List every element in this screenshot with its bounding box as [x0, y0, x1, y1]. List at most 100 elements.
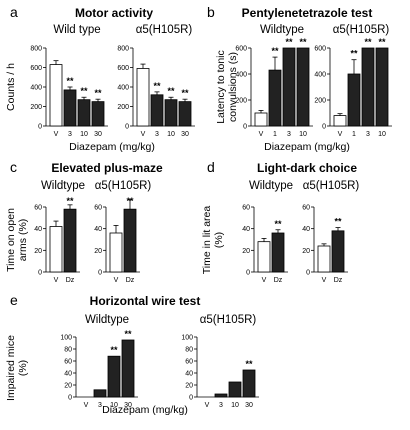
significance-b-1-2: **	[364, 37, 372, 47]
x-tick-label-b-1-0: V	[338, 131, 343, 138]
y-tick-label-c-1: 60	[94, 205, 102, 212]
bar-c-0-0	[49, 226, 63, 273]
bar-e-1-3	[242, 369, 256, 398]
bar-d-1-0	[317, 245, 331, 273]
x-tick-label-e-1-3: 30	[245, 402, 253, 409]
y-axis-label-c: Time on open	[5, 208, 17, 272]
x-axis-label-b: Diazepam (mg/kg)	[264, 141, 350, 153]
significance-e-0-3: **	[124, 329, 132, 339]
bar-e-1-1	[214, 393, 228, 398]
x-tick-label-c-0-0: V	[54, 277, 59, 284]
y-tick-label-b-1: 200	[314, 98, 326, 105]
y-tick-label-b-1: 0	[322, 124, 326, 131]
y-tick-label-b-0: 0	[243, 124, 247, 131]
significance-b-1-3: **	[378, 37, 386, 47]
panel-label-c: c	[10, 159, 17, 175]
bar-e-0-1	[93, 389, 107, 398]
x-tick-label-e-1-1: 3	[219, 402, 223, 409]
group-title-a-1: α5(H105R)	[136, 24, 193, 36]
x-tick-label-d-1-1: Dz	[334, 277, 343, 284]
y-tick-label-b-0: 400	[235, 72, 247, 79]
bar-a-0-1	[63, 89, 77, 127]
significance-b-0-1: **	[271, 46, 279, 56]
significance-b-0-2: **	[285, 37, 293, 47]
y-tick-label-a-0: 800	[30, 46, 42, 53]
bar-e-1-2	[228, 381, 242, 398]
x-tick-label-e-1-2: 10	[231, 402, 239, 409]
y-tick-label-d-1: 60	[302, 205, 310, 212]
x-tick-label-e-0-0: V	[84, 402, 89, 409]
x-tick-label-e-0-1: 3	[98, 402, 102, 409]
y-tick-label-b-0: 200	[235, 98, 247, 105]
y-tick-label-d-1: 0	[306, 270, 310, 277]
y-tick-label-a-0: 600	[30, 65, 42, 72]
significance-e-1-3: **	[245, 359, 253, 369]
y-tick-label-c-0: 40	[34, 226, 42, 233]
bar-a-0-3	[91, 101, 105, 127]
significance-b-1-1: **	[350, 49, 358, 59]
x-tick-label-b-0-3: 10	[299, 131, 307, 138]
bar-a-1-1	[150, 94, 164, 127]
bar-a-1-0	[136, 68, 150, 127]
group-title-e-1: α5(H105R)	[200, 314, 257, 326]
group-title-c-1: α5(H105R)	[95, 180, 152, 192]
y-tick-label-e-0: 100	[60, 335, 72, 342]
y-tick-label-e-1: 20	[185, 383, 193, 390]
bar-a-1-2	[164, 99, 178, 127]
significance-c-0-1: **	[66, 196, 74, 206]
bar-b-1-1	[347, 73, 361, 127]
significance-a-1-3: **	[181, 88, 189, 98]
y-tick-label-a-1: 0	[125, 124, 129, 131]
x-tick-label-b-1-2: 3	[366, 131, 370, 138]
y-tick-label-e-1: 40	[185, 371, 193, 378]
significance-a-1-2: **	[167, 86, 175, 96]
panel-title-e: Horizontal wire test	[90, 294, 201, 308]
y-tick-label-c-0: 20	[34, 248, 42, 255]
y-tick-label-a-0: 200	[30, 104, 42, 111]
x-tick-label-a-1-2: 10	[167, 131, 175, 138]
bar-b-0-1	[268, 69, 282, 127]
y-axis-label-d: Time in lit area	[201, 206, 213, 275]
bar-b-0-2	[282, 47, 296, 127]
y-tick-label-d-1: 20	[302, 248, 310, 255]
bar-b-1-3	[375, 47, 389, 127]
panel-label-a: a	[10, 4, 18, 20]
x-tick-label-c-1-1: Dz	[126, 277, 135, 284]
bar-b-1-2	[361, 47, 375, 127]
x-tick-label-b-0-0: V	[259, 131, 264, 138]
x-tick-label-b-0-1: 1	[273, 131, 277, 138]
y-tick-label-e-0: 0	[68, 395, 72, 402]
y-tick-label-a-0: 0	[38, 124, 42, 131]
significance-a-1-1: **	[153, 81, 161, 91]
x-tick-label-b-1-1: 1	[352, 131, 356, 138]
x-tick-label-b-1-3: 10	[378, 131, 386, 138]
y-axis-label-a: Counts / h	[5, 63, 17, 111]
y-tick-label-e-0: 60	[64, 359, 72, 366]
significance-d-0-1: **	[274, 219, 282, 229]
bar-a-0-2	[77, 99, 91, 127]
x-tick-label-d-1-0: V	[322, 277, 327, 284]
group-title-d-1: α5(H105R)	[303, 180, 360, 192]
panel-title-b: Pentylenetetrazole test	[242, 6, 373, 20]
y-tick-label-c-1: 20	[94, 248, 102, 255]
x-tick-label-a-0-1: 3	[68, 131, 72, 138]
x-tick-label-a-1-3: 30	[181, 131, 189, 138]
panel-label-e: e	[10, 292, 18, 308]
x-tick-label-a-1-1: 3	[155, 131, 159, 138]
significance-a-0-3: **	[94, 88, 102, 98]
x-tick-label-a-0-2: 10	[80, 131, 88, 138]
x-tick-label-e-0-3: 30	[124, 402, 132, 409]
significance-b-0-3: **	[299, 37, 307, 47]
y-axis-label-e: (%)	[17, 360, 29, 376]
bar-c-1-0	[109, 232, 123, 273]
x-tick-label-a-0-3: 30	[94, 131, 102, 138]
group-title-d-0: Wildtype	[249, 180, 293, 192]
y-tick-label-d-0: 60	[242, 205, 250, 212]
y-axis-label-c: arms (%)	[17, 219, 29, 262]
y-tick-label-c-1: 40	[94, 226, 102, 233]
significance-d-1-1: **	[334, 217, 342, 227]
bar-d-0-1	[271, 232, 285, 273]
group-title-b-1: α5(H105R)	[333, 24, 390, 36]
y-tick-label-a-0: 400	[30, 85, 42, 92]
